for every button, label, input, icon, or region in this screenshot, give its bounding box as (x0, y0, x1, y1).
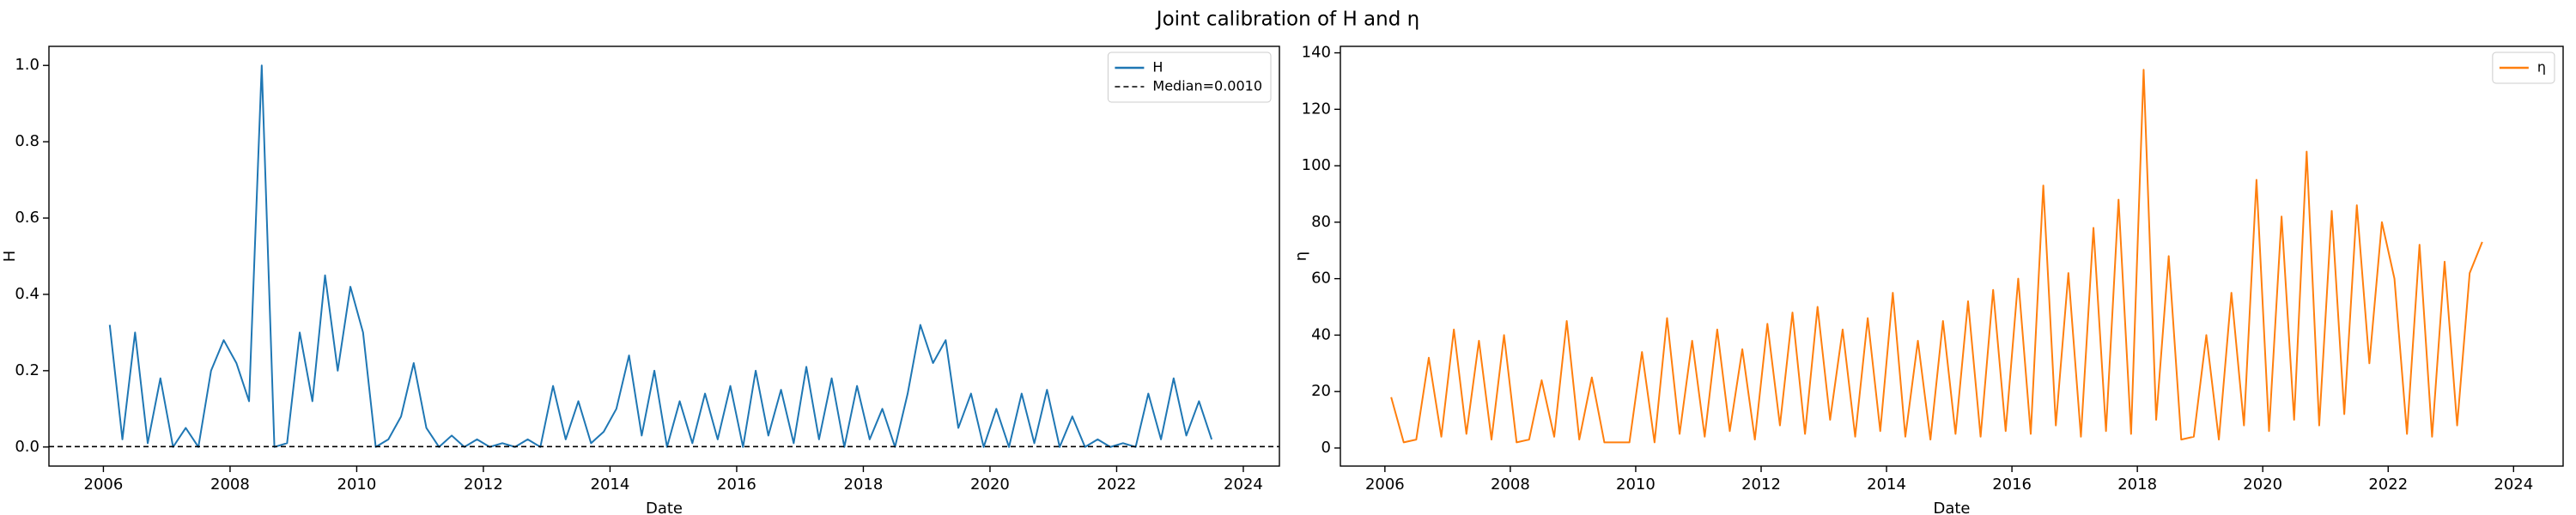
x-axis-label: Date (1933, 500, 1970, 515)
x-tick-label: 2006 (1365, 476, 1405, 494)
x-tick-label: 2020 (970, 476, 1010, 494)
x-axis-label: Date (646, 500, 683, 515)
x-tick-label: 2008 (1491, 476, 1530, 494)
y-tick-label: 100 (1302, 156, 1331, 174)
figure-title: Joint calibration of H and η (1155, 9, 1419, 31)
subplot: 2006 2008 2010 2012 2014 2016 2018 2020 2022 2024… (1, 45, 1280, 515)
legend-label: Median=0.0010 (1152, 78, 1262, 94)
y-tick-label: 60 (1311, 270, 1331, 288)
y-tick-label: 0.4 (15, 285, 39, 303)
x-tick-label: 2010 (1616, 476, 1656, 494)
legend: η (2492, 52, 2555, 84)
y-tick-label: 80 (1311, 213, 1331, 231)
x-tick-label: 2012 (1741, 476, 1781, 494)
x-tick-label: 2022 (1097, 476, 1137, 494)
legend-label: H (1152, 59, 1163, 76)
x-tick-label: 2018 (844, 476, 884, 494)
x-tick-label: 2016 (1992, 476, 2032, 494)
x-tick-label: 2010 (337, 476, 377, 494)
y-tick-label: 0.8 (15, 132, 39, 150)
axes-frame (1340, 45, 2564, 467)
y-tick-label: 0 (1321, 439, 1331, 457)
x-tick-label: 2020 (2243, 476, 2282, 494)
x-tick-label: 2022 (2368, 476, 2408, 494)
y-tick-label: 0.2 (15, 361, 39, 379)
y-tick-label: 40 (1311, 325, 1331, 343)
x-tick-label: 2006 (84, 476, 124, 494)
y-axis-label: H (1, 251, 19, 263)
data-line (108, 64, 1213, 448)
axes-frame (48, 45, 1280, 467)
y-tick-label: 120 (1302, 100, 1331, 118)
x-tick-label: 2016 (717, 476, 756, 494)
x-tick-label: 2014 (591, 476, 630, 494)
x-tick-label: 2014 (1867, 476, 1906, 494)
data-line (1390, 69, 2483, 444)
x-tick-label: 2012 (464, 476, 503, 494)
y-tick-label: 140 (1302, 44, 1331, 62)
x-tick-label: 2018 (2117, 476, 2157, 494)
y-tick-label: 0.0 (15, 438, 39, 456)
y-tick-label: 20 (1311, 382, 1331, 400)
x-tick-label: 2024 (1224, 476, 1263, 494)
legend-label: η (2537, 59, 2546, 76)
y-tick-label: 0.6 (15, 209, 39, 227)
subplot: 2006 2008 2010 2012 2014 2016 2018 2020 2022 2024… (1292, 44, 2564, 515)
legend-box (1107, 52, 1272, 103)
x-tick-label: 2008 (210, 476, 250, 494)
y-axis-label: η (1292, 251, 1310, 261)
x-tick-label: 2024 (2494, 476, 2533, 494)
legend: H Median=0.0010 (1107, 52, 1272, 103)
y-tick-label: 1.0 (15, 56, 39, 74)
